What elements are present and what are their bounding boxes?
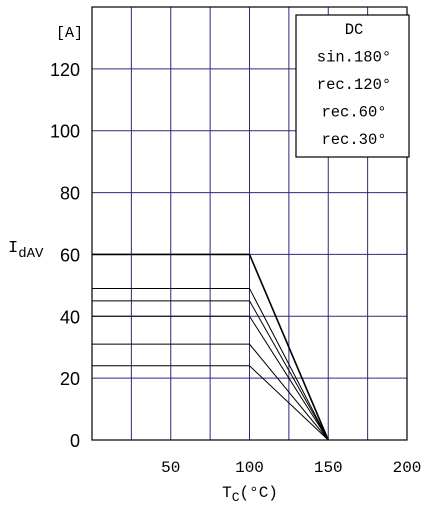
y-tick-label: 0 [70,431,80,451]
series-lines [92,253,329,441]
y-tick-label: 100 [50,122,80,142]
legend-entry: rec.60° [321,104,386,122]
x-axis-label-main: T [222,484,232,502]
legend-entry: rec.30° [321,131,386,149]
x-tick-labels: 50 100 150 200 [161,459,421,477]
x-tick-label: 150 [314,459,343,477]
legend-entry: sin.180° [317,49,391,67]
series-line [92,365,329,441]
x-tick-label: 100 [235,459,264,477]
series-line [92,315,329,441]
series-line [92,287,329,441]
x-axis-label-sub: C [232,490,240,505]
x-axis-label: TC(°C) [222,484,278,505]
y-axis-label: IdAV [8,239,44,262]
y-tick-labels: 0 20 40 60 80 100 120 [50,60,80,451]
y-tick-label: 120 [50,60,80,80]
y-tick-label: 80 [60,184,80,204]
series-line [92,343,329,441]
legend-box [295,14,410,158]
y-axis-label-main: I [8,239,18,258]
y-tick-label: 40 [60,307,80,327]
series-line [92,300,329,441]
legend-entries: DC sin.180° rec.120° rec.60° rec.30° [317,21,391,149]
x-tick-label: 50 [161,459,180,477]
plot-frame [91,6,408,441]
y-axis-label-sub: dAV [18,246,44,262]
y-tick-label: 20 [60,369,80,389]
legend-entry: rec.120° [317,76,391,94]
series-line [92,253,329,441]
y-tick-label: 60 [60,245,80,265]
x-axis-label-unit: (°C) [240,484,278,502]
y-unit-label: [A] [56,25,83,42]
legend: DC sin.180° rec.120° rec.60° rec.30° [295,14,410,158]
legend-entry: DC [345,21,364,39]
x-tick-label: 200 [393,459,422,477]
